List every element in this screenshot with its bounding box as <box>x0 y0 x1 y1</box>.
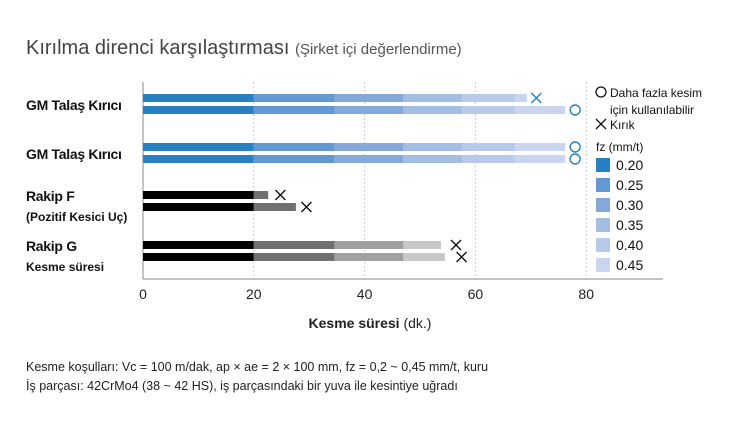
bar-segment <box>253 241 335 249</box>
bar-segment <box>515 155 566 163</box>
group-label: GM Talaş Kırıcı <box>26 146 122 162</box>
bar-segment <box>334 253 404 261</box>
bar-segment <box>253 191 269 199</box>
legend-swatch <box>596 258 610 272</box>
bar-segment <box>253 94 335 102</box>
bar-segment <box>334 94 404 102</box>
cross-marker <box>274 189 286 201</box>
bar-segment <box>515 143 566 151</box>
legend-cross-label: Kırık <box>610 118 636 132</box>
title-main: Kırılma direnci karşılaştırması <box>26 37 290 59</box>
circle-marker <box>569 141 581 153</box>
bar-segment <box>462 143 516 151</box>
bar-segment <box>515 94 527 102</box>
bar-segment <box>253 106 335 114</box>
x-tick-label: 80 <box>578 286 594 302</box>
x-tick-label: 20 <box>246 286 262 302</box>
bar-segment <box>334 143 404 151</box>
legend-fz-value: 0.25 <box>616 177 643 193</box>
group-label: GM Talaş Kırıcı <box>26 97 122 113</box>
cross-marker <box>456 251 468 263</box>
group-sublabel: Kesme süresi <box>26 260 104 274</box>
bar-segment <box>253 253 335 261</box>
bar-segment <box>403 106 463 114</box>
bar-segment <box>462 155 516 163</box>
bar-segment <box>143 191 254 199</box>
legend-swatch <box>596 218 610 232</box>
legend-circle-label: Daha fazla kesim <box>610 86 702 100</box>
bar-segment <box>253 203 296 211</box>
legend-swatch <box>596 158 610 172</box>
bar-segment <box>515 106 566 114</box>
legend-swatch <box>596 238 610 252</box>
bar-segment <box>403 94 463 102</box>
bar-segment <box>334 106 404 114</box>
chart-title: Kırılma direnci karşılaştırması (Şirket … <box>26 37 462 60</box>
cross-marker <box>450 239 462 251</box>
bar-segment <box>334 241 404 249</box>
bar-segment <box>462 106 516 114</box>
bar-segment <box>143 253 254 261</box>
legend-fz-value: 0.40 <box>616 237 643 253</box>
cross-marker <box>530 92 542 104</box>
circle-marker <box>569 153 581 165</box>
legend-fz-value: 0.30 <box>616 197 643 213</box>
bar-segment <box>462 94 516 102</box>
cross-marker <box>300 201 312 213</box>
legend-circle-icon <box>595 86 607 98</box>
bar-segment <box>253 143 335 151</box>
x-tick-label: 60 <box>468 286 484 302</box>
bar-segment <box>143 94 254 102</box>
x-tick-label: 0 <box>139 286 147 302</box>
circle-marker <box>569 104 581 116</box>
legend-fz-title: fz (mm/t) <box>596 140 643 154</box>
x-tick-label: 40 <box>357 286 373 302</box>
legend-swatch <box>596 178 610 192</box>
legend-swatch <box>596 198 610 212</box>
bar-segment <box>253 155 335 163</box>
legend-fz-value: 0.35 <box>616 217 643 233</box>
legend-circle-label-2: için kullanılabilir <box>610 103 694 117</box>
group-label: Rakip F <box>26 188 75 204</box>
bar-segment <box>334 155 404 163</box>
group-sublabel: (Pozitif Kesici Uç) <box>26 210 127 224</box>
bar-segment <box>403 241 442 249</box>
bar-segment <box>143 143 254 151</box>
bar-segment <box>143 203 254 211</box>
legend-fz-value: 0.20 <box>616 157 643 173</box>
bar-segment <box>403 253 445 261</box>
legend-fz-value: 0.45 <box>616 257 643 273</box>
group-label: Rakip G <box>26 238 77 254</box>
bar-segment <box>403 155 463 163</box>
title-subtitle: (Şirket içi değerlendirme) <box>294 41 462 58</box>
workpiece-note: İş parçası: 42CrMo4 (38 ~ 42 HS), iş par… <box>26 379 458 393</box>
bar-segment <box>143 106 254 114</box>
bar-segment <box>143 155 254 163</box>
bar-segment <box>403 143 463 151</box>
x-axis-label: Kesme süresi (dk.) <box>309 315 432 331</box>
test-conditions: Kesme koşulları: Vc = 100 m/dak, ap × ae… <box>26 358 488 396</box>
bar-segment <box>143 241 254 249</box>
legend-cross-icon <box>595 118 607 130</box>
cutting-conditions-note: Kesme koşulları: Vc = 100 m/dak, ap × ae… <box>26 360 489 374</box>
